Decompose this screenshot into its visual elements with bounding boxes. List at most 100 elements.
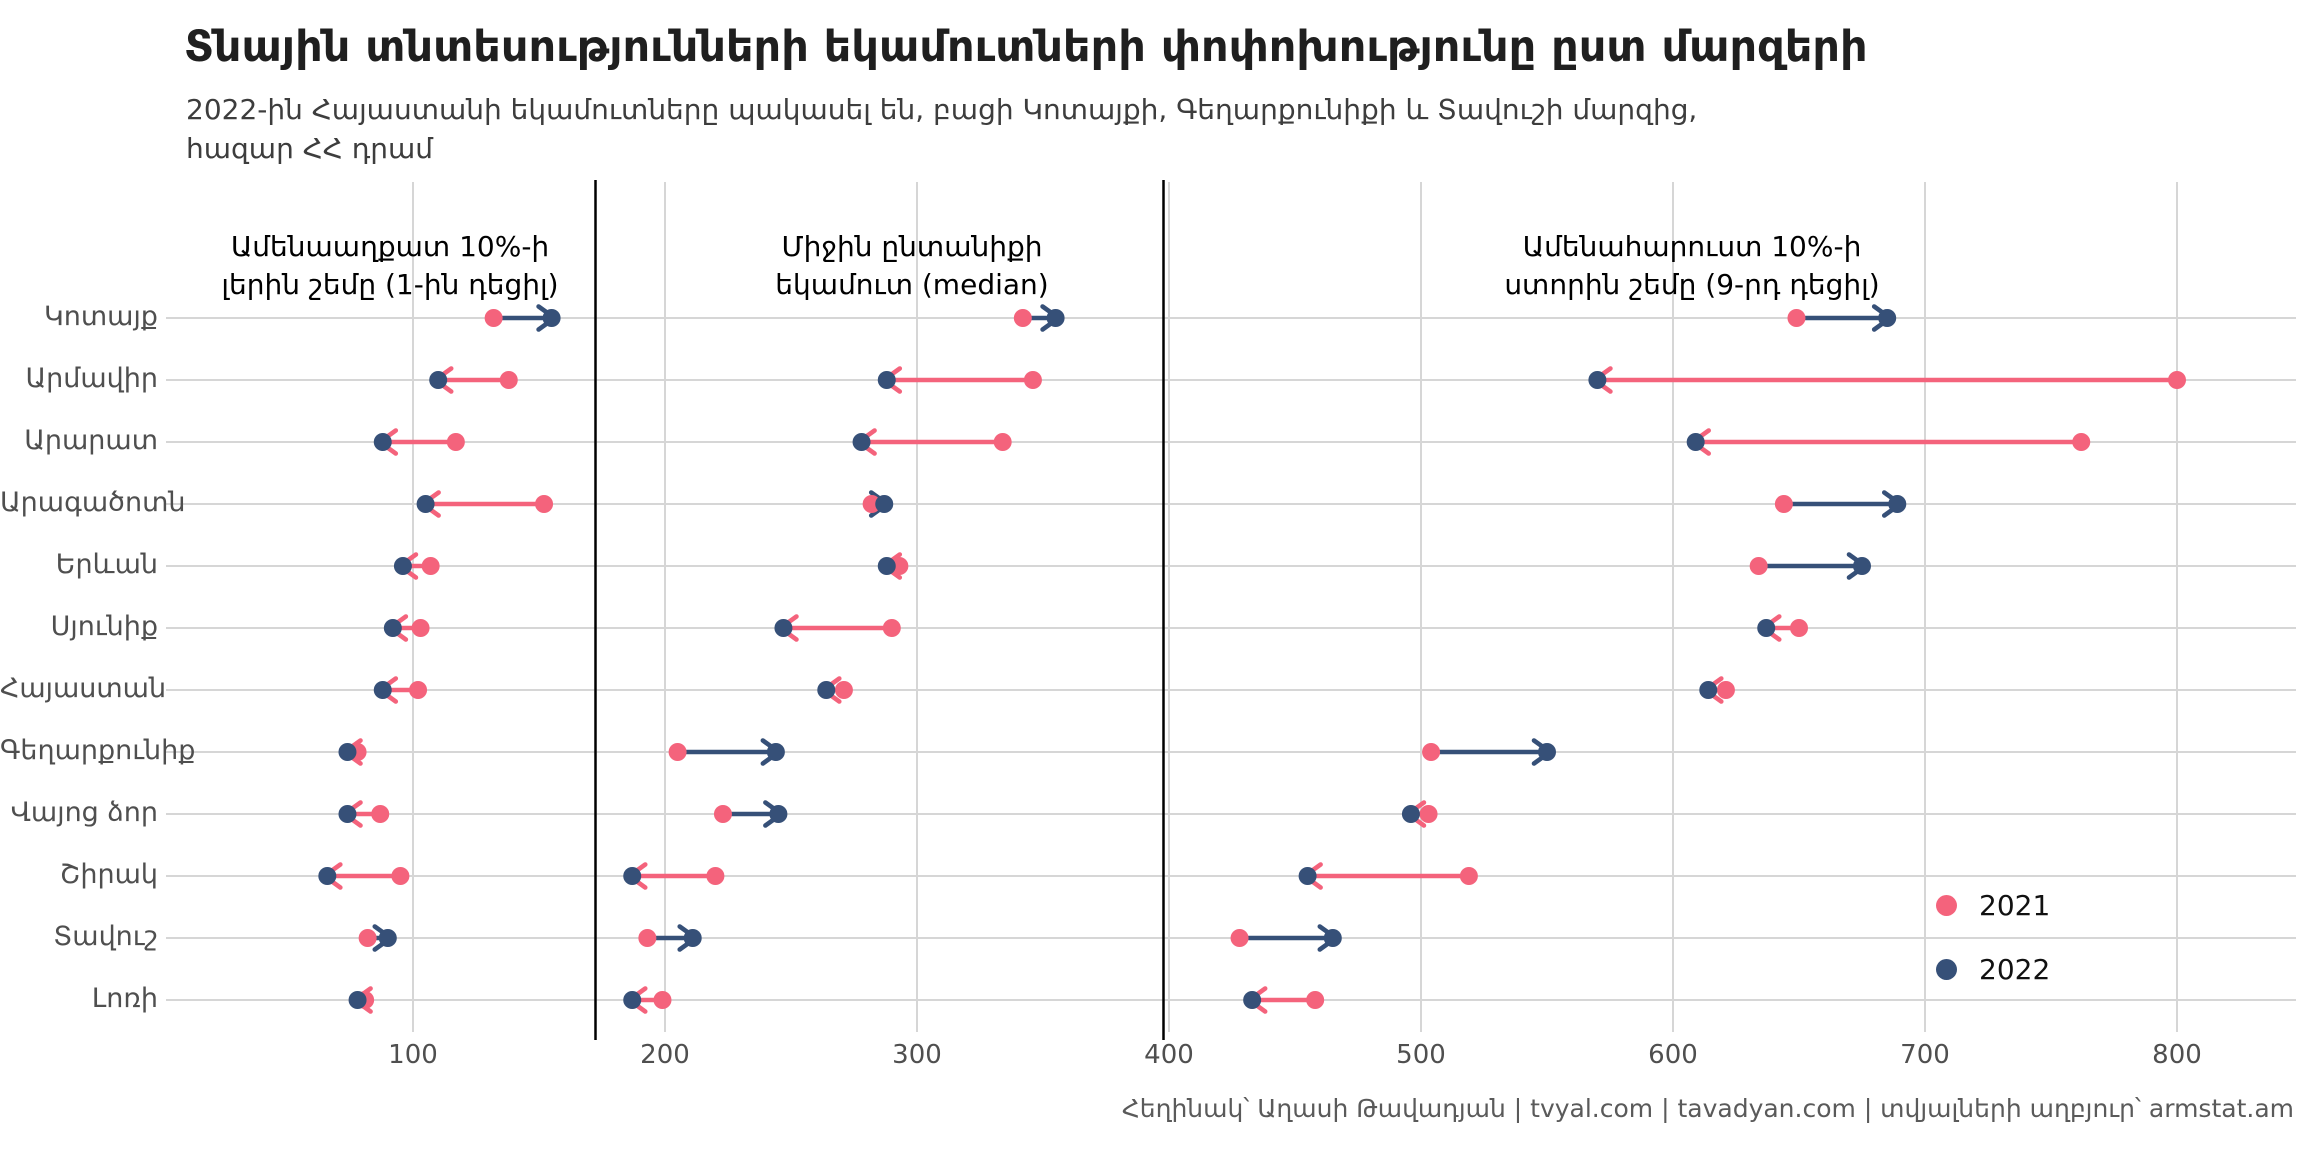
dot-2022 (817, 681, 836, 699)
dot-2021 (499, 371, 518, 389)
dot-2022 (875, 495, 894, 513)
dot-2022 (1686, 433, 1705, 451)
y-axis-label-region: Արմավիր (25, 363, 158, 394)
panel-header-line2: եկամուտ (median) (775, 268, 1049, 301)
x-axis-tick-label: 100 (388, 1040, 438, 1070)
dot-2021 (1023, 371, 1042, 389)
y-axis-label-region: Սյունիք (50, 611, 158, 642)
panel-header-line2: լերին շեմը (1-ին դեցիլ) (221, 268, 559, 301)
dot-2022 (338, 743, 357, 761)
chart-subtitle: 2022-ին Հայաստանի եկամուտները պակասել են… (186, 90, 1697, 168)
legend-label-2021: 2021 (1979, 889, 2051, 922)
dot-2022 (393, 557, 412, 575)
dot-2022 (429, 371, 448, 389)
dot-2021 (446, 433, 465, 451)
dot-2021 (1306, 991, 1325, 1009)
panel-header-line2: ստորին շեմը (9-րդ դեցիլ) (1504, 268, 1880, 301)
dot-2021 (862, 495, 881, 513)
x-axis-tick-label: 700 (1900, 1040, 1950, 1070)
panel-header-decile1: Ամենաաղքատ 10%-ի լերին շեմը (1-ին դեցիլ) (80, 228, 700, 304)
panel-header-decile9: Ամենահարուստ 10%-ի ստորին շեմը (9-րդ դեցի… (1382, 228, 2002, 304)
dot-2021 (638, 929, 657, 947)
x-axis-tick-label: 400 (1144, 1040, 1194, 1070)
dot-2022 (1757, 619, 1776, 637)
dot-2022 (1298, 867, 1317, 885)
chart-title: Տնային տնտեսությունների եկամուտների փոփո… (184, 22, 1868, 72)
x-axis-tick-label: 600 (1648, 1040, 1698, 1070)
subtitle-line-2: հազար ՀՀ դրամ (186, 132, 434, 165)
dot-2021 (358, 929, 377, 947)
caption: Հեղինակ՝ Աղասի Թավադյան | tvyal.com | ta… (1121, 1094, 2294, 1123)
dot-2022 (373, 433, 392, 451)
legend: 2021 2022 (1936, 884, 2050, 1012)
dot-2022 (338, 805, 357, 823)
panel-header-median: Միջին ընտանիքի եկամուտ (median) (602, 228, 1222, 304)
dot-2021 (409, 681, 428, 699)
panel-header-line1: Միջին ընտանիքի (781, 230, 1043, 263)
dot-2022 (1878, 309, 1897, 327)
dot-2021 (411, 619, 430, 637)
x-axis-tick-label: 300 (892, 1040, 942, 1070)
dot-2021 (1419, 805, 1438, 823)
x-axis-tick-label: 200 (640, 1040, 690, 1070)
dot-2022 (683, 929, 702, 947)
y-axis-label-region: Կոտայք (44, 301, 158, 332)
dot-2022 (416, 495, 435, 513)
dot-2021 (371, 805, 390, 823)
dot-2021 (1230, 929, 1249, 947)
dot-2022 (1853, 557, 1871, 575)
subtitle-line-1: 2022-ին Հայաստանի եկամուտները պակասել են… (186, 93, 1698, 126)
dot-2022 (1888, 495, 1907, 513)
y-axis-label-region: Շիրակ (59, 859, 158, 890)
dot-2021 (834, 681, 853, 699)
y-axis-label-region: Արագածոտն (0, 487, 186, 518)
dot-2022 (623, 991, 642, 1009)
dot-2022 (1588, 371, 1607, 389)
dot-2021 (890, 557, 909, 575)
dot-2022 (1538, 743, 1556, 761)
dot-2022 (877, 557, 896, 575)
y-axis-label-region: Գեղարքունիք (0, 735, 196, 766)
dot-2022 (1046, 309, 1065, 327)
y-axis-label-region: Հայաստան (0, 673, 167, 704)
dot-2022 (1401, 805, 1420, 823)
dot-2022 (378, 929, 397, 947)
dot-2021 (882, 619, 901, 637)
dot-2021 (706, 867, 725, 885)
dot-2022 (877, 371, 896, 389)
dot-2022 (318, 867, 337, 885)
dot-2021 (2072, 433, 2091, 451)
legend-item-2022: 2022 (1936, 948, 2050, 991)
dot-2022 (774, 619, 793, 637)
y-axis-label-region: Տավուշ (53, 921, 158, 952)
x-axis-tick-label: 500 (1396, 1040, 1446, 1070)
dot-2021 (653, 991, 672, 1009)
dot-2021 (1013, 309, 1032, 327)
dot-2022 (1699, 681, 1718, 699)
dot-2021 (668, 743, 687, 761)
y-axis-label-region: Երևան (55, 549, 158, 580)
legend-label-2022: 2022 (1979, 953, 2051, 986)
dot-2022 (623, 867, 642, 885)
dot-2021 (535, 495, 554, 513)
dot-2022 (348, 991, 367, 1009)
dot-2022 (1243, 991, 1262, 1009)
y-axis-label-region: Արարատ (24, 425, 158, 456)
x-axis-tick-label: 800 (2152, 1040, 2202, 1070)
y-axis-label-region: Վայոց ձոր (10, 797, 158, 828)
dot-2021 (1787, 309, 1806, 327)
dot-2021 (484, 309, 503, 327)
dot-2022 (852, 433, 871, 451)
dot-2021 (1790, 619, 1808, 637)
panel-header-line1: Ամենահարուստ 10%-ի (1522, 230, 1862, 263)
dot-2022 (769, 805, 788, 823)
legend-item-2021: 2021 (1936, 884, 2050, 927)
dot-2022 (383, 619, 402, 637)
dot-2021 (713, 805, 732, 823)
dot-2022 (1323, 929, 1342, 947)
y-axis-label-region: Լոռի (91, 983, 158, 1014)
dot-2021 (421, 557, 440, 575)
legend-dot-2021-icon (1936, 895, 1957, 916)
